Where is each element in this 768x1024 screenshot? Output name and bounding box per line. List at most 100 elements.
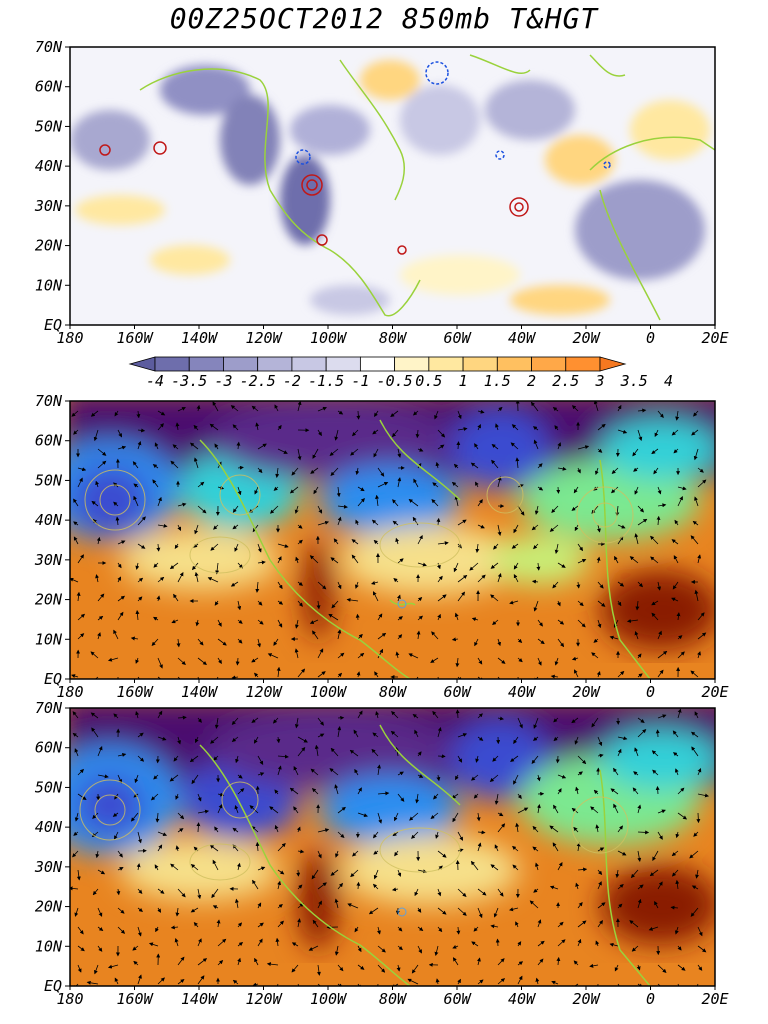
- lon-label: 40W: [508, 683, 537, 701]
- colorbar-label: -2: [283, 372, 301, 390]
- lat-label: 20N: [35, 898, 63, 916]
- lat-label: 70N: [35, 699, 63, 717]
- wind-vectors: [70, 708, 710, 986]
- lat-label: 10N: [35, 276, 63, 294]
- coastlines: [139, 54, 715, 321]
- colorbar: -4 -3.5 -3 -2.5 -2 -1.5 -1 -0.5 0.5 1 1.5 2 2.5 3 3.5 4: [128, 356, 673, 390]
- lat-label: 30N: [34, 197, 63, 215]
- colorbar-label: 1: [459, 372, 468, 390]
- lon-label: 140W: [181, 329, 219, 347]
- lat-label: 50N: [35, 778, 63, 796]
- lat-label: 10N: [35, 937, 63, 955]
- lon-label: 20E: [701, 329, 728, 347]
- lon-label: 60W: [443, 683, 472, 701]
- colorbar-swatch: [496, 356, 532, 372]
- colorbar-swatch: [325, 356, 361, 372]
- temperature-field: [70, 401, 715, 650]
- lon-label: 140W: [181, 990, 219, 1008]
- lat-label: EQ: [44, 670, 62, 688]
- colorbar-label: 2: [527, 372, 536, 390]
- lon-label: 20E: [701, 683, 728, 701]
- anomaly-panel: [69, 46, 716, 326]
- lon-label: 80W: [379, 990, 408, 1008]
- lat-label: 60N: [35, 78, 63, 96]
- lon-label: 40W: [508, 329, 537, 347]
- map-title: 00Z25OCT2012 850mb T&HGT: [169, 2, 599, 35]
- lon-label: 100W: [310, 329, 348, 347]
- colorbar-swatch: [394, 356, 430, 372]
- colorbar-label: 2.5: [552, 372, 579, 390]
- colorbar-min-arrow: [128, 356, 156, 372]
- lat-label: 40N: [35, 511, 63, 529]
- lat-label: 60N: [35, 432, 63, 450]
- lon-label: 180: [56, 329, 83, 347]
- lon-label: 100W: [310, 683, 348, 701]
- lon-label: 20W: [572, 990, 601, 1008]
- lon-label: 160W: [116, 990, 154, 1008]
- lon-label: 120W: [245, 329, 283, 347]
- lon-label: 100W: [310, 990, 348, 1008]
- colorbar-swatch: [257, 356, 293, 372]
- temp-panel-1: [69, 400, 716, 680]
- lat-label: EQ: [44, 316, 62, 334]
- coastlines: [199, 419, 651, 679]
- colorbar-swatch: [188, 356, 224, 372]
- colorbar-label: 4: [664, 372, 673, 390]
- colorbar-label: -1.5: [308, 372, 344, 390]
- lat-label: 70N: [35, 392, 63, 410]
- lon-label: 160W: [116, 683, 154, 701]
- colorbar-label: -1: [351, 372, 369, 390]
- lon-label: 120W: [245, 683, 283, 701]
- colorbar-max-arrow: [599, 356, 627, 372]
- colorbar-label: -3: [214, 372, 232, 390]
- warm-contours: [99, 141, 529, 255]
- temperature-field: [70, 708, 715, 950]
- lon-label: 20W: [572, 683, 601, 701]
- lat-label: 60N: [35, 739, 63, 757]
- lat-label: 20N: [35, 237, 63, 255]
- anomaly-field: [70, 60, 710, 315]
- colorbar-label: -4: [146, 372, 164, 390]
- lat-label: 10N: [35, 630, 63, 648]
- coastlines: [199, 724, 651, 986]
- lon-label: 20W: [572, 329, 601, 347]
- colorbar-label: 0.5: [415, 372, 442, 390]
- colorbar-label: -0.5: [377, 372, 413, 390]
- lon-label: 180: [56, 683, 83, 701]
- lon-label: 80W: [379, 329, 408, 347]
- lon-label: 160W: [116, 329, 154, 347]
- colorbar-label: 3: [594, 372, 604, 390]
- colorbar-swatch: [462, 356, 498, 372]
- wind-vectors: [70, 401, 707, 679]
- lon-label: 60W: [443, 990, 472, 1008]
- lon-label: 140W: [181, 683, 219, 701]
- colorbar-swatch: [223, 356, 259, 372]
- colorbar-label: -3.5: [171, 372, 207, 390]
- colorbar-label: 1.5: [484, 372, 511, 390]
- lat-label: 30N: [34, 551, 63, 569]
- temp-panel-2: [69, 707, 716, 987]
- height-contours: [79, 779, 629, 917]
- lat-label: 50N: [35, 117, 63, 135]
- lon-label: 120W: [245, 990, 283, 1008]
- lon-label: 60W: [443, 329, 472, 347]
- lat-label: 40N: [35, 818, 63, 836]
- colorbar-swatch: [428, 356, 464, 372]
- lon-label: 0: [646, 329, 655, 347]
- lon-label: 20E: [701, 990, 728, 1008]
- lon-label: 80W: [379, 683, 408, 701]
- height-contours: [84, 469, 634, 609]
- colorbar-swatch: [565, 356, 601, 372]
- colorbar-label: 3.5: [620, 372, 648, 390]
- colorbar-swatch: [154, 356, 190, 372]
- lon-label: 0: [646, 990, 655, 1008]
- lat-label: 20N: [35, 591, 63, 609]
- colorbar-swatch: [531, 356, 567, 372]
- lon-label: 0: [646, 683, 655, 701]
- lon-label: 40W: [508, 990, 537, 1008]
- lat-label: EQ: [44, 977, 62, 995]
- colorbar-swatch: [291, 356, 327, 372]
- colorbar-swatch: [359, 356, 396, 372]
